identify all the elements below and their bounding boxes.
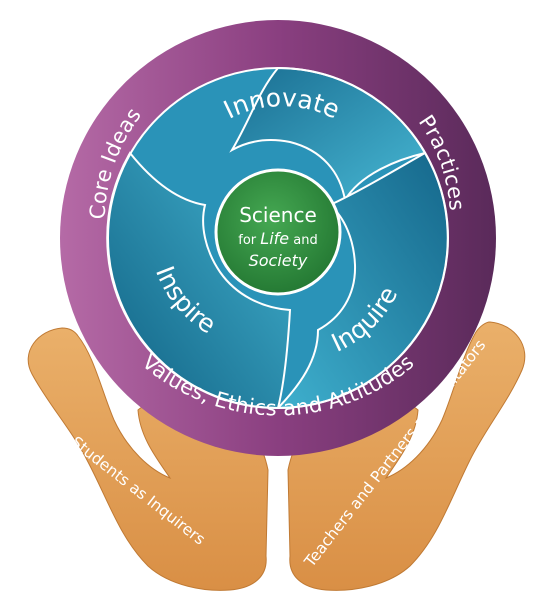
center-circle: Science for Life and Society — [214, 168, 342, 296]
center-society: Society — [249, 251, 308, 270]
center-title: Science — [239, 203, 317, 227]
center-subtitle: for Life and — [238, 229, 317, 248]
